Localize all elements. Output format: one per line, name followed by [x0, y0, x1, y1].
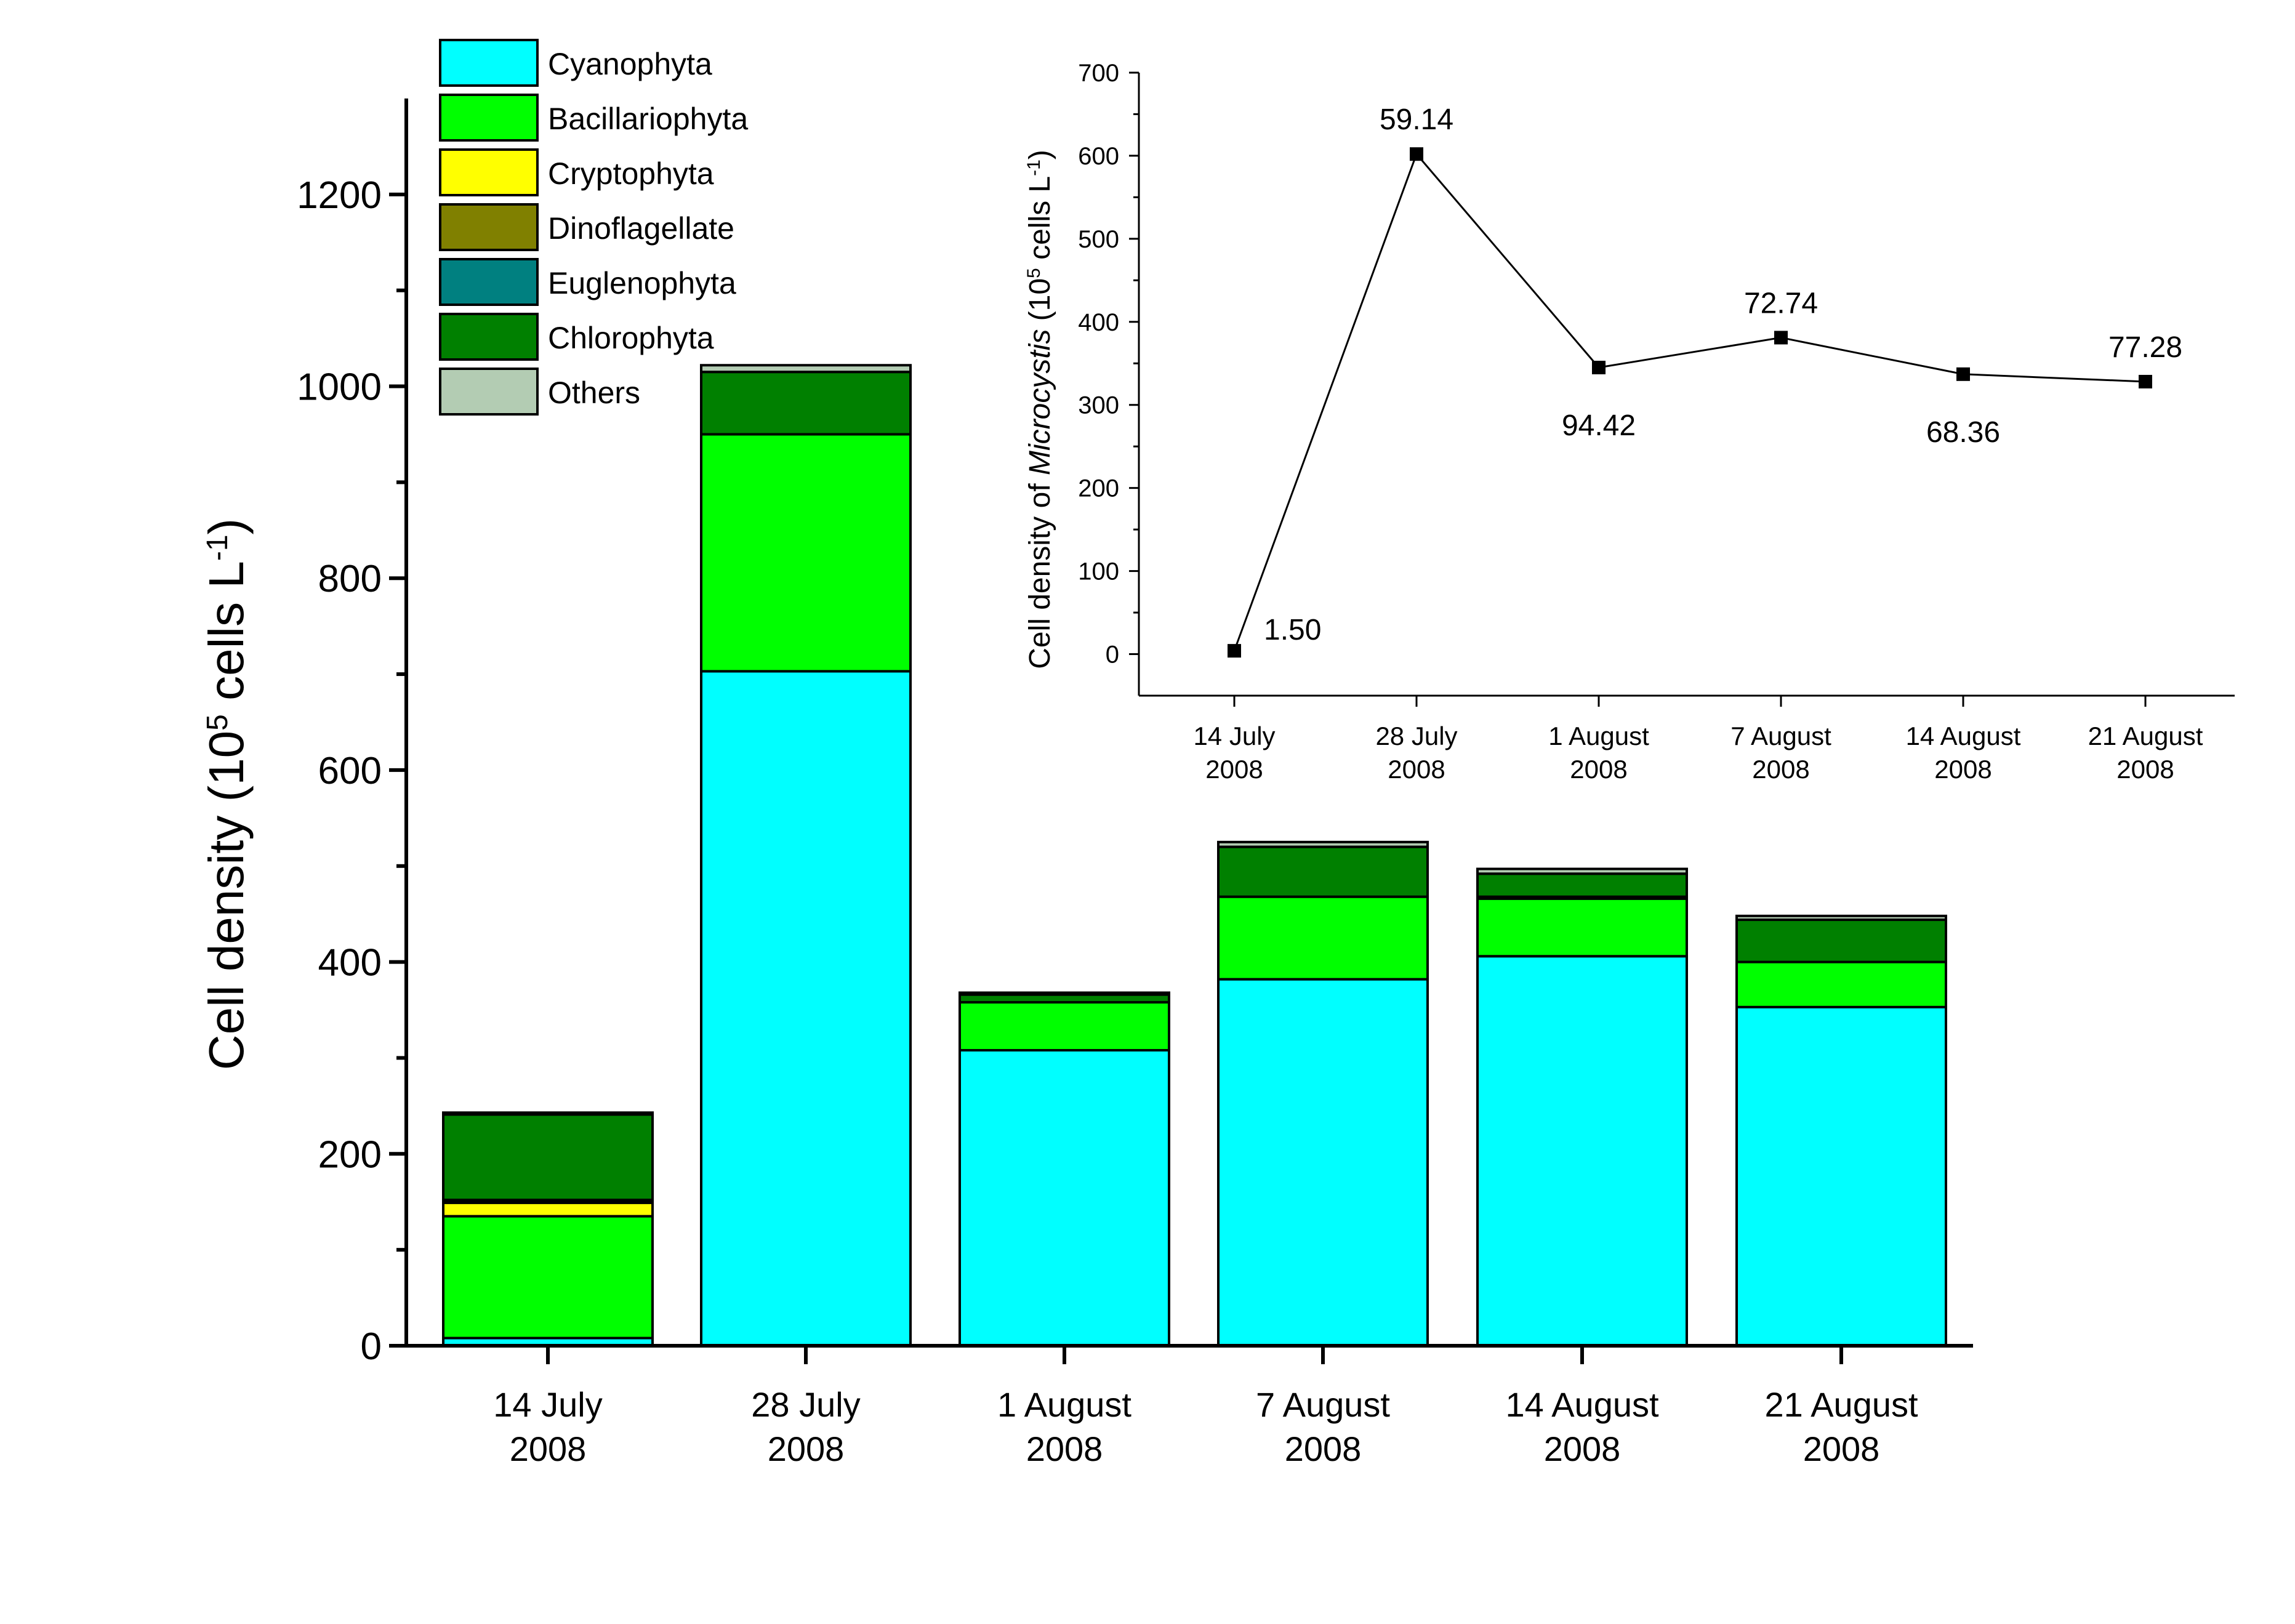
legend-swatch-bacillariophyta — [439, 94, 539, 142]
bar-others-0 — [442, 1111, 654, 1116]
legend-swatch-dinoflagellate — [439, 203, 539, 251]
bar-bacillariophyta-4 — [1476, 897, 1688, 958]
legend-swatch-cyanophyta — [439, 39, 539, 87]
inset-data-label: 68.36 — [1926, 416, 2000, 449]
inset-data-label: 77.28 — [2108, 331, 2182, 364]
legend-label-cyanophyta: Cyanophyta — [548, 47, 712, 81]
legend-label-chlorophyta: Chlorophyta — [548, 321, 714, 355]
legend-swatch-euglenophyta — [439, 258, 539, 306]
inset-x-category-label: 14 August — [1906, 722, 2021, 750]
y-tick-label: 400 — [318, 942, 382, 984]
y-tick-label: 600 — [318, 750, 382, 792]
inset-y-tick-label: 200 — [1078, 475, 1119, 502]
inset-data-point — [1228, 644, 1241, 658]
x-category-label: 2008 — [510, 1429, 587, 1468]
y-tick-label: 1000 — [297, 366, 382, 409]
legend: Cyanophyta Bacillariophyta Cryptophyta Dino… — [439, 39, 748, 416]
inset-data-label: 72.74 — [1744, 287, 1818, 320]
inset-data-label: 1.50 — [1264, 614, 1321, 646]
bar-cyanophyta-4 — [1476, 955, 1688, 1348]
inset-data-point — [1774, 331, 1788, 345]
bar-others-4 — [1476, 867, 1688, 875]
x-category-label: 2008 — [1285, 1429, 1362, 1468]
bar-bacillariophyta-3 — [1217, 895, 1429, 981]
legend-swatch-cryptophyta — [439, 148, 539, 196]
inset-data-point — [1956, 367, 1970, 381]
x-category-label: 1 August — [997, 1385, 1131, 1424]
bar-cryptophyta-0 — [442, 1201, 654, 1218]
bar-cyanophyta-1 — [700, 670, 912, 1347]
bar-bacillariophyta-2 — [959, 1001, 1170, 1051]
bar-cyanophyta-2 — [959, 1048, 1170, 1348]
inset-y-tick-label: 300 — [1078, 392, 1119, 419]
bar-chlorophyta-0 — [442, 1113, 654, 1202]
bar-cyanophyta-5 — [1735, 1005, 1947, 1347]
inset-x-category-label: 2008 — [1570, 755, 1627, 784]
y-tick-label: 200 — [318, 1133, 382, 1176]
bar-bacillariophyta-0 — [442, 1215, 654, 1340]
inset-y-tick-label: 0 — [1106, 641, 1119, 669]
x-category-label: 28 July — [751, 1385, 860, 1424]
legend-swatch-others — [439, 368, 539, 416]
inset-data-label: 94.42 — [1562, 409, 1636, 442]
bar-chlorophyta-1 — [700, 371, 912, 436]
legend-label-dinoflagellate: Dinoflagellate — [548, 211, 734, 246]
legend-label-bacillariophyta: Bacillariophyta — [548, 102, 748, 136]
inset-x-category-label: 2008 — [2116, 755, 2174, 784]
inset-x-category-label: 7 August — [1730, 722, 1831, 750]
legend-label-others: Others — [548, 376, 640, 410]
x-category-label: 21 August — [1764, 1385, 1918, 1424]
bar-cyanophyta-3 — [1217, 978, 1429, 1348]
inset-data-point — [2139, 374, 2152, 388]
inset-line-chart: 0 100 200 300 400 500 600 700 14 July 2008 28 July… — [1024, 60, 2235, 784]
bar-others-3 — [1217, 840, 1429, 848]
bar-chlorophyta-3 — [1217, 845, 1429, 898]
bar-bacillariophyta-5 — [1735, 960, 1947, 1008]
inset-y-tick-label: 600 — [1078, 143, 1119, 170]
inset-y-tick-label: 500 — [1078, 226, 1119, 253]
legend-swatch-chlorophyta — [439, 313, 539, 361]
inset-data-point — [1592, 361, 1606, 375]
x-category-label: 14 August — [1505, 1385, 1659, 1424]
bar-others-1 — [700, 364, 912, 374]
inset-y-tick-label: 100 — [1078, 558, 1119, 585]
y-axis-label: Cell density (105 cells L-1) — [199, 518, 254, 1070]
bar-bacillariophyta-1 — [700, 433, 912, 673]
inset-x-category-label: 21 August — [2088, 722, 2203, 750]
bar-others-5 — [1735, 914, 1947, 922]
y-tick-label: 0 — [361, 1325, 382, 1368]
x-category-label: 14 July — [493, 1385, 602, 1424]
inset-x-category-label: 2008 — [1934, 755, 1992, 784]
inset-data-point — [1410, 147, 1423, 161]
x-category-label: 2008 — [1803, 1429, 1880, 1468]
inset-x-category-label: 14 July — [1193, 722, 1275, 750]
bar-chlorophyta-4 — [1476, 872, 1688, 898]
legend-label-cryptophyta: Cryptophyta — [548, 156, 714, 191]
inset-series-line — [1233, 152, 2146, 651]
inset-x-category-label: 28 July — [1375, 722, 1457, 750]
inset-y-tick-label: 400 — [1078, 309, 1119, 336]
inset-x-category-label: 1 August — [1548, 722, 1649, 750]
x-category-label: 2008 — [1026, 1429, 1103, 1468]
x-category-label: 2008 — [1544, 1429, 1621, 1468]
legend-label-euglenophyta: Euglenophyta — [548, 266, 736, 300]
y-tick-label: 1200 — [297, 174, 382, 217]
inset-x-category-label: 2008 — [1388, 755, 1445, 784]
inset-data-label: 59.14 — [1380, 103, 1453, 136]
inset-y-tick-label: 700 — [1078, 60, 1119, 87]
bar-chlorophyta-5 — [1735, 919, 1947, 963]
inset-y-axis-label: Cell density of Microcystis (105 cells L… — [1024, 150, 1057, 669]
x-category-label: 2008 — [768, 1429, 845, 1468]
bar-others-2 — [959, 991, 1170, 996]
inset-x-category-label: 2008 — [1205, 755, 1263, 784]
inset-x-category-label: 2008 — [1752, 755, 1809, 784]
y-tick-label: 800 — [318, 558, 382, 600]
x-category-label: 7 August — [1256, 1385, 1390, 1424]
